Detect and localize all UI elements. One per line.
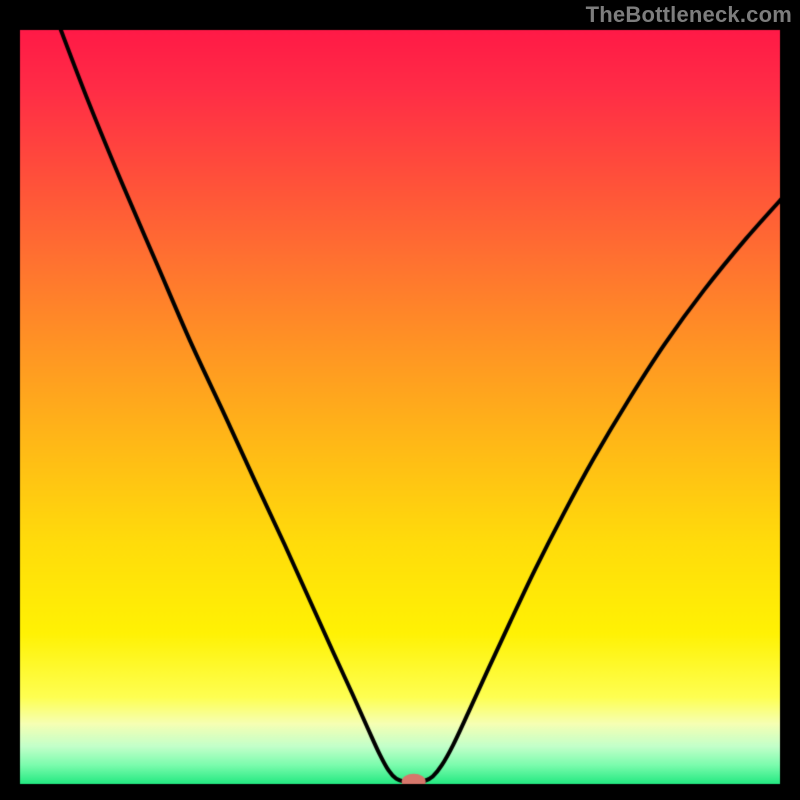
bottleneck-chart-canvas — [0, 0, 800, 800]
chart-stage: TheBottleneck.com — [0, 0, 800, 800]
